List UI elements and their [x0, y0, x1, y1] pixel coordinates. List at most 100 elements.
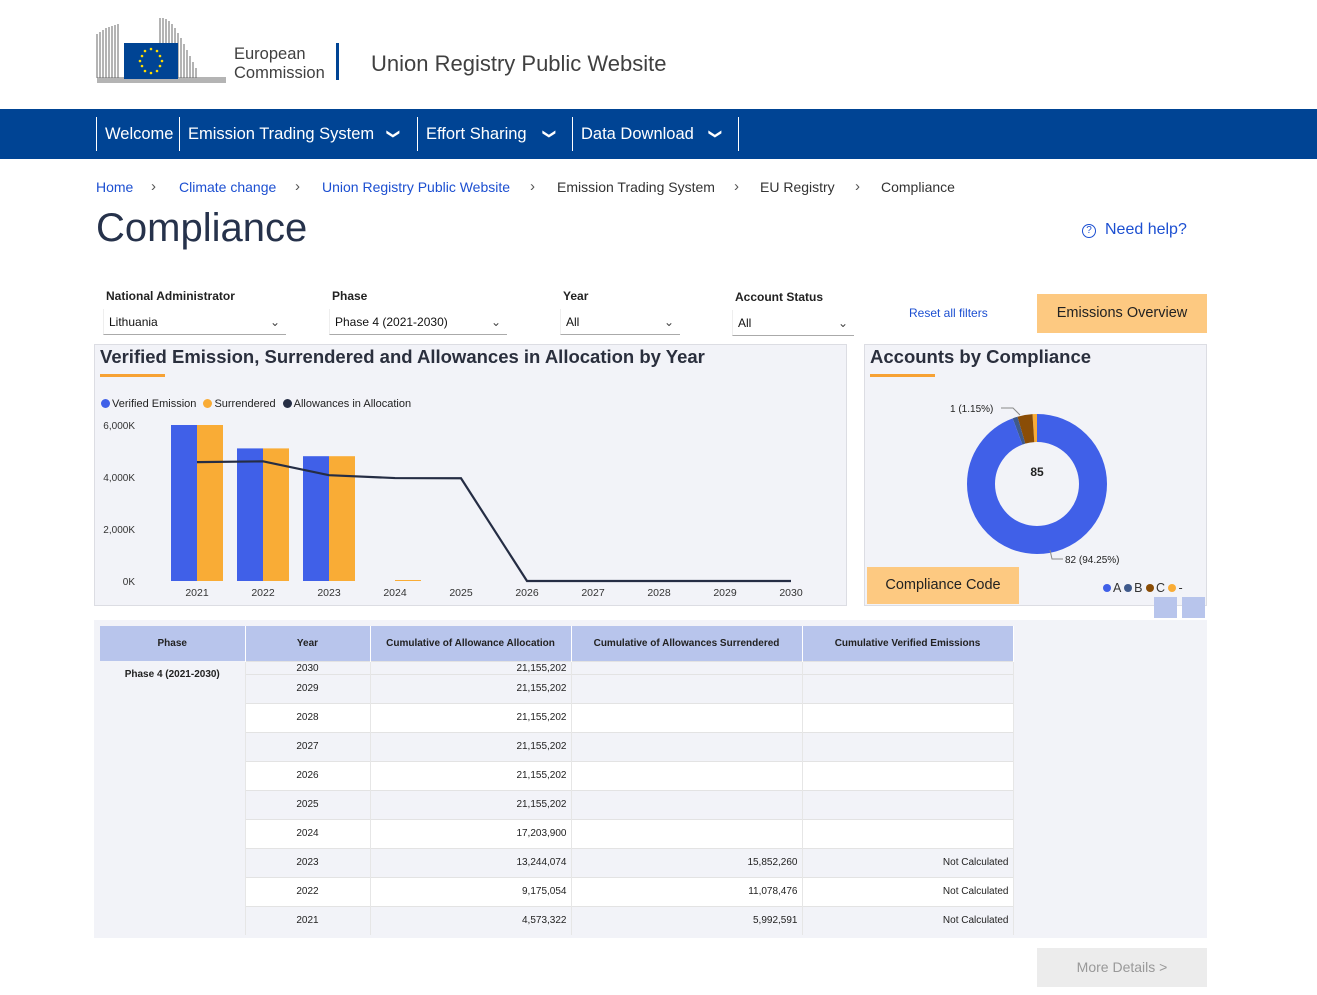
legend-label: Surrendered [214, 398, 276, 410]
surrendered-cell [571, 660, 803, 674]
allocation-cell: 9,175,054 [370, 876, 572, 906]
compliance-code-button[interactable]: Compliance Code [867, 567, 1019, 604]
chevron-down-icon: ⌄ [837, 316, 848, 330]
allocation-cell: 21,155,202 [370, 673, 572, 703]
year-cell: 2029 [245, 673, 371, 703]
col-header-year[interactable]: Year [245, 626, 371, 661]
compliance-table: Phase Year Cumulative of Allowance Alloc… [100, 626, 1014, 935]
nav-item-effort-sharing[interactable]: Effort Sharing ❯ [417, 117, 572, 151]
title-underline [870, 374, 935, 377]
legend-label: Allowances in Allocation [293, 398, 412, 410]
nav-item-emission-trading-system[interactable]: Emission Trading System ❯ [179, 117, 417, 151]
table-row[interactable]: 2026 21,155,202 [100, 760, 1014, 790]
legend-surrendered[interactable]: Surrendered [203, 398, 276, 410]
donut-title: Accounts by Compliance [870, 346, 1092, 367]
breadcrumb-climate-change[interactable]: Climate change [179, 179, 277, 195]
x-tick-label: 2023 [317, 587, 341, 599]
verified-cell [802, 789, 1014, 819]
donut-label-small: 1 (1.15%) [950, 404, 993, 415]
donut-slice-a[interactable] [967, 414, 1107, 554]
nav-item-data-download[interactable]: Data Download ❯ [572, 117, 739, 151]
table-row[interactable]: 2023 13,244,074 15,852,260 Not Calculated [100, 847, 1014, 877]
logo-line-2: Commission [234, 64, 325, 82]
table-row[interactable]: 2025 21,155,202 [100, 789, 1014, 819]
phase-select[interactable]: Phase 4 (2021-2030) ⌄ [329, 309, 507, 335]
legend-c[interactable]: C [1145, 581, 1165, 595]
surrendered-cell [571, 673, 803, 703]
european-commission-logo[interactable] [96, 16, 336, 84]
table-body: Phase 4 (2021-2030) 2030 21,155,202 2029 21,… [100, 660, 1014, 935]
verified-cell [802, 818, 1014, 848]
legend-dot [1124, 584, 1133, 592]
table-row[interactable]: 2021 4,573,322 5,992,591 Not Calculated [100, 905, 1014, 935]
emissions-overview-button[interactable]: Emissions Overview [1037, 294, 1207, 333]
account-status-select[interactable]: All ⌄ [732, 310, 854, 336]
chevron-down-icon: ❯ [708, 128, 724, 140]
compliance-chart-panel: Accounts by Compliance 85 1 (1.15%) 82 (… [864, 344, 1207, 606]
more-details-button[interactable]: More Details > [1037, 948, 1207, 987]
col-header-phase[interactable]: Phase [100, 626, 246, 661]
legend-label: - [1178, 581, 1183, 595]
verified-cell [802, 673, 1014, 703]
x-tick-label: 2024 [383, 587, 407, 599]
table-row[interactable]: 2028 21,155,202 [100, 702, 1014, 732]
chevron-right-icon: › [530, 178, 535, 195]
surrendered-cell [571, 731, 803, 761]
allocation-cell: 21,155,202 [370, 789, 572, 819]
breadcrumb-eu-registry[interactable]: EU Registry [760, 179, 835, 195]
table-row[interactable]: 2029 21,155,202 [100, 673, 1014, 703]
allocation-cell: 21,155,202 [370, 702, 572, 732]
chevron-right-icon: › [855, 178, 860, 195]
allocation-cell: 4,573,322 [370, 905, 572, 935]
chart-title: Verified Emission, Surrendered and Allow… [100, 346, 705, 367]
x-tick-label: 2030 [779, 587, 803, 599]
table-row[interactable]: Phase 4 (2021-2030) 2030 21,155,202 [100, 660, 1014, 935]
need-help-link[interactable]: ? Need help? [1082, 221, 1187, 239]
bar-surrendered [395, 580, 421, 581]
table-row[interactable]: 2022 9,175,054 11,078,476 Not Calculated [100, 876, 1014, 906]
legend-a[interactable]: A [1103, 581, 1121, 595]
allocation-cell: 13,244,074 [370, 847, 572, 877]
surrendered-cell [571, 818, 803, 848]
legend-label: B [1134, 581, 1143, 595]
reset-filters-link[interactable]: Reset all filters [909, 306, 988, 320]
nav-item-welcome[interactable]: Welcome [96, 117, 179, 151]
col-header-surrendered[interactable]: Cumulative of Allowances Surrendered [571, 626, 803, 661]
line-allowances-in-allocation [196, 460, 791, 583]
legend-page-prev[interactable] [1154, 597, 1177, 618]
legend-page-next[interactable] [1182, 597, 1205, 618]
site-title[interactable]: Union Registry Public Website [371, 51, 667, 76]
x-tick-label: 2026 [515, 587, 539, 599]
legend-verified-emission[interactable]: Verified Emission [101, 398, 196, 410]
legend-label: Verified Emission [112, 398, 197, 410]
year-cell: 2027 [245, 731, 371, 761]
legend-dash[interactable]: - [1168, 581, 1183, 595]
verified-cell [802, 702, 1014, 732]
breadcrumb-compliance: Compliance [881, 179, 955, 195]
verified-cell [802, 760, 1014, 790]
table-row[interactable]: 2027 21,155,202 [100, 731, 1014, 761]
x-tick-label: 2022 [251, 587, 275, 599]
chevron-down-icon: ⌄ [663, 315, 674, 329]
table-row[interactable]: 2024 17,203,900 [100, 818, 1014, 848]
col-header-verified[interactable]: Cumulative Verified Emissions [802, 626, 1014, 661]
col-header-allocation[interactable]: Cumulative of Allowance Allocation [370, 626, 572, 661]
year-select[interactable]: All ⌄ [560, 309, 680, 335]
surrendered-cell: 5,992,591 [571, 905, 803, 935]
x-tick-label: 2027 [581, 587, 605, 599]
year-cell: 2026 [245, 760, 371, 790]
legend-allowances[interactable]: Allowances in Allocation [282, 398, 412, 410]
legend-b[interactable]: B [1124, 581, 1142, 595]
national-admin-select[interactable]: Lithuania ⌄ [103, 309, 286, 335]
allocation-cell: 21,155,202 [370, 660, 572, 674]
breadcrumb-home[interactable]: Home [96, 179, 134, 195]
breadcrumb-emission-trading-system[interactable]: Emission Trading System [557, 179, 715, 195]
year-label: Year [563, 289, 589, 303]
donut-chart: 85 1 (1.15%) 82 (94.25%) [950, 404, 1119, 566]
select-value: Lithuania [109, 315, 158, 329]
site-header: European Commission Union Registry Publi… [0, 0, 1317, 109]
allocation-cell: 17,203,900 [370, 818, 572, 848]
legend-label: A [1113, 581, 1121, 595]
donut-label-large: 82 (94.25%) [1065, 555, 1119, 566]
breadcrumb-union-registry[interactable]: Union Registry Public Website [322, 179, 511, 195]
